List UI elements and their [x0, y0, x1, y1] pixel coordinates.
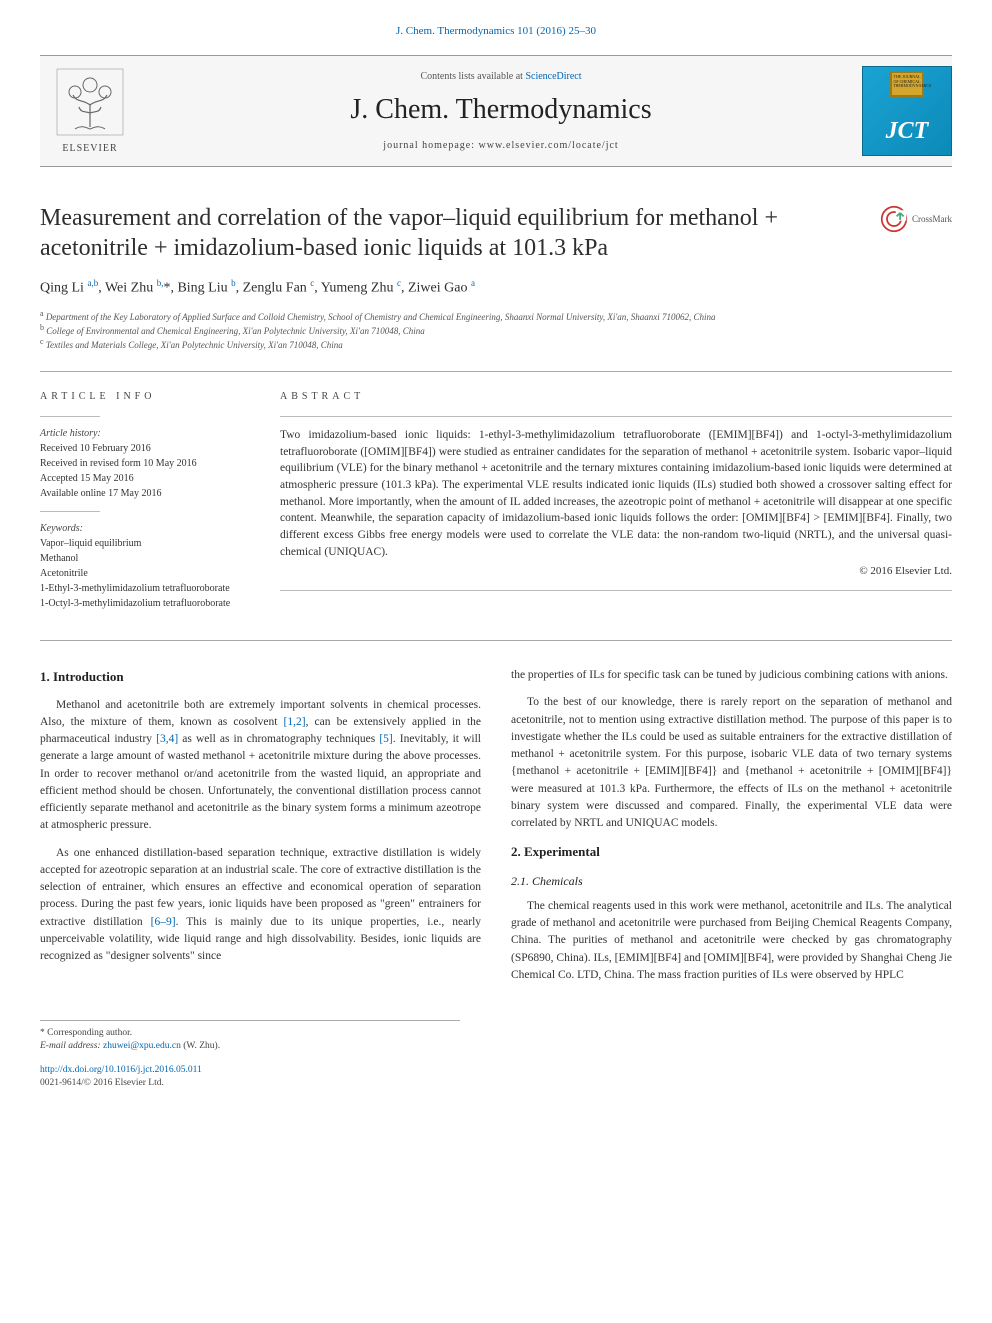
affiliations: a Department of the Key Laboratory of Ap…: [40, 309, 952, 351]
corr-email-link[interactable]: zhuwei@xpu.edu.cn: [103, 1041, 181, 1051]
abstract-heading: abstract: [280, 390, 952, 404]
intro-para-2: As one enhanced distillation-based separ…: [40, 845, 481, 966]
authors-line: Qing Li a,b, Wei Zhu b,*, Bing Liu b, Ze…: [40, 277, 952, 298]
corr-email-line: E-mail address: zhuwei@xpu.edu.cn (W. Zh…: [40, 1040, 460, 1053]
issn-copyright: 0021-9614/© 2016 Elsevier Ltd.: [40, 1078, 164, 1088]
history-item: Received 10 February 2016: [40, 442, 250, 456]
journal-header: ELSEVIER Contents lists available at Sci…: [40, 55, 952, 167]
article-info: article info Article history: Received 1…: [40, 390, 250, 612]
jct-logo-text: JCT: [886, 115, 929, 149]
keyword-item: 1-Octyl-3-methylimidazolium tetrafluorob…: [40, 597, 250, 611]
journal-citation[interactable]: J. Chem. Thermodynamics 101 (2016) 25–30: [396, 25, 596, 37]
title-block: Measurement and correlation of the vapor…: [40, 203, 952, 263]
abstract-block: abstract Two imidazolium-based ionic liq…: [280, 390, 952, 612]
intro-para-3-continued: the properties of ILs for specific task …: [511, 667, 952, 684]
doi-block: http://dx.doi.org/10.1016/j.jct.2016.05.…: [40, 1064, 952, 1091]
elsevier-logo: ELSEVIER: [40, 67, 140, 156]
keyword-item: 1-Ethyl-3-methylimidazolium tetrafluorob…: [40, 582, 250, 596]
body-columns: 1. Introduction Methanol and acetonitril…: [40, 640, 952, 994]
sciencedirect-link[interactable]: ScienceDirect: [525, 71, 581, 82]
header-center: Contents lists available at ScienceDirec…: [140, 70, 862, 153]
contents-line: Contents lists available at ScienceDirec…: [150, 70, 852, 84]
keyword-item: Acetonitrile: [40, 567, 250, 581]
history-label: Article history:: [40, 427, 250, 441]
journal-homepage: journal homepage: www.elsevier.com/locat…: [150, 139, 852, 153]
corresponding-author-footnote: * Corresponding author. E-mail address: …: [40, 1020, 460, 1054]
journal-citation-link: J. Chem. Thermodynamics 101 (2016) 25–30: [0, 0, 992, 47]
abstract-text: Two imidazolium-based ionic liquids: 1-e…: [280, 427, 952, 560]
chemicals-para: The chemical reagents used in this work …: [511, 898, 952, 984]
section-1-heading: 1. Introduction: [40, 667, 481, 687]
intro-para-1: Methanol and acetonitrile both are extre…: [40, 697, 481, 835]
article-info-heading: article info: [40, 390, 250, 404]
jct-cover-thumbnail: THE JOURNAL OF CHEMICAL THERMODYNAMICS J…: [862, 66, 952, 156]
journal-homepage-url[interactable]: www.elsevier.com/locate/jct: [479, 140, 619, 151]
right-column: the properties of ILs for specific task …: [511, 667, 952, 994]
section-2-heading: 2. Experimental: [511, 842, 952, 862]
info-abstract-row: article info Article history: Received 1…: [40, 371, 952, 612]
affiliation-line: b College of Environmental and Chemical …: [40, 323, 952, 337]
ref-6-9[interactable]: [6–9]: [151, 916, 176, 928]
history-item: Available online 17 May 2016: [40, 487, 250, 501]
journal-title: J. Chem. Thermodynamics: [150, 90, 852, 129]
ref-5[interactable]: [5]: [379, 733, 392, 745]
affiliation-line: a Department of the Key Laboratory of Ap…: [40, 309, 952, 323]
abstract-copyright: © 2016 Elsevier Ltd.: [280, 564, 952, 579]
elsevier-tree-icon: [55, 67, 125, 137]
paper-title: Measurement and correlation of the vapor…: [40, 203, 890, 263]
crossmark-icon: [880, 205, 908, 233]
crossmark-badge[interactable]: CrossMark: [880, 205, 952, 233]
doi-link[interactable]: http://dx.doi.org/10.1016/j.jct.2016.05.…: [40, 1065, 202, 1075]
history-item: Accepted 15 May 2016: [40, 472, 250, 486]
keyword-item: Methanol: [40, 552, 250, 566]
keyword-item: Vapor–liquid equilibrium: [40, 537, 250, 551]
keywords-label: Keywords:: [40, 522, 250, 536]
intro-para-4: To the best of our knowledge, there is r…: [511, 694, 952, 832]
jct-small-box: THE JOURNAL OF CHEMICAL THERMODYNAMICS: [890, 71, 924, 97]
section-2-1-heading: 2.1. Chemicals: [511, 872, 952, 890]
affiliation-line: c Textiles and Materials College, Xi'an …: [40, 337, 952, 351]
publisher-name: ELSEVIER: [40, 142, 140, 156]
corr-author-line: * Corresponding author.: [40, 1027, 460, 1040]
ref-3-4[interactable]: [3,4]: [156, 733, 178, 745]
crossmark-label: CrossMark: [912, 213, 952, 226]
left-column: 1. Introduction Methanol and acetonitril…: [40, 667, 481, 994]
ref-1-2[interactable]: [1,2]: [284, 716, 306, 728]
history-item: Received in revised form 10 May 2016: [40, 457, 250, 471]
